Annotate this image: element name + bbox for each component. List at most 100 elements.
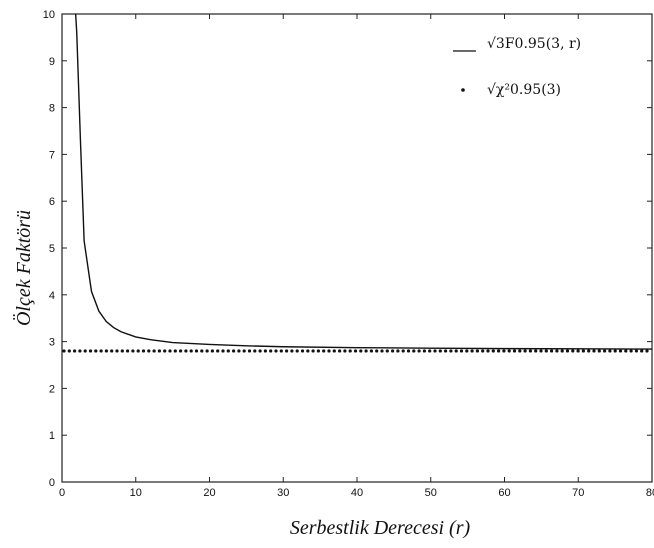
y-tick-label: 7	[49, 149, 55, 161]
chi-square-dot	[401, 349, 405, 353]
chi-square-dot	[94, 349, 98, 353]
chi-square-dot	[512, 349, 517, 353]
chi-square-dot	[581, 349, 586, 353]
chi-square-dot	[322, 349, 326, 353]
chi-square-dot	[634, 349, 639, 353]
x-tick-label: 20	[203, 487, 215, 499]
chi-square-dot	[290, 349, 294, 353]
y-tick-label: 5	[49, 243, 55, 255]
legend-label-f: √3F0.95(3, r)	[487, 36, 581, 52]
chi-square-dot	[459, 349, 464, 353]
chi-square-dot	[454, 349, 458, 353]
y-tick-label: 6	[49, 196, 55, 208]
chi-square-dot	[343, 349, 347, 353]
chi-square-dot	[518, 349, 522, 353]
y-tick-label: 8	[49, 103, 55, 115]
chi-square-dot	[364, 349, 368, 353]
chi-square-dot	[147, 349, 151, 353]
chi-square-dot	[189, 349, 193, 353]
chi-square-dot	[465, 349, 469, 353]
chi-square-dot	[269, 349, 273, 353]
chi-square-dot	[550, 349, 554, 353]
chi-square-dot	[497, 349, 501, 353]
chi-square-dot	[73, 349, 77, 353]
chi-square-dot	[62, 349, 66, 353]
chi-square-dot	[603, 349, 607, 353]
chi-square-dot	[571, 349, 575, 353]
chi-square-dot	[560, 349, 564, 353]
chi-square-dot	[475, 349, 479, 353]
x-tick-label: 40	[351, 487, 363, 499]
chi-square-dot	[131, 349, 135, 353]
chi-square-dot	[438, 349, 442, 353]
chi-square-dot	[194, 349, 199, 353]
legend-label-chi: √χ²0.95(3)	[487, 82, 561, 98]
x-tick-label: 10	[130, 487, 142, 499]
chi-square-dot	[502, 349, 506, 353]
chi-square-dot	[449, 349, 453, 353]
chi-square-dot	[640, 349, 644, 353]
chi-square-dot	[221, 349, 225, 353]
x-tick-label: 80	[646, 487, 654, 499]
chi-square-dot	[433, 349, 437, 353]
chi-square-dot	[544, 349, 548, 353]
chi-square-dot	[534, 349, 538, 353]
chi-square-dot	[67, 349, 71, 353]
chi-square-dot	[380, 349, 384, 353]
chi-square-dot	[396, 349, 400, 353]
chi-square-dot	[618, 349, 623, 353]
y-tick-label: 10	[43, 9, 55, 21]
chi-square-dot	[311, 349, 315, 353]
chi-square-dot	[507, 349, 511, 353]
chi-square-dot	[88, 349, 93, 353]
chi-square-dot	[184, 349, 188, 353]
series-line-f-distribution	[74, 13, 653, 350]
chi-square-dot	[295, 349, 299, 353]
chi-square-dot	[412, 349, 416, 353]
chi-square-dot	[539, 349, 543, 353]
chi-square-dot	[491, 349, 495, 353]
chi-square-dot	[306, 349, 310, 353]
chi-square-dot	[327, 349, 331, 353]
chi-square-dot	[242, 349, 246, 353]
chi-square-dot	[417, 349, 421, 353]
y-tick-label: 4	[49, 290, 55, 302]
chi-square-dot	[528, 349, 533, 353]
chi-square-dot	[523, 349, 527, 353]
chi-square-dot	[205, 349, 209, 353]
chi-square-dot	[115, 349, 119, 353]
chi-square-dot	[422, 349, 426, 353]
series-dots-chi-square	[62, 349, 649, 353]
legend-dot-swatch	[461, 88, 465, 92]
chi-square-dot	[338, 349, 342, 353]
chi-square-dot	[332, 349, 336, 353]
chi-square-dot	[179, 349, 183, 353]
x-tick-label: 50	[425, 487, 437, 499]
chi-square-dot	[428, 349, 432, 353]
chi-square-dot	[247, 349, 252, 353]
chi-square-dot	[624, 349, 628, 353]
chi-square-dot	[486, 349, 490, 353]
chi-square-dot	[173, 349, 177, 353]
chi-square-dot	[274, 349, 278, 353]
chi-square-dot	[285, 349, 289, 353]
chi-square-dot	[83, 349, 87, 353]
y-tick-label: 0	[49, 477, 55, 489]
x-tick-label: 70	[572, 487, 584, 499]
chi-square-dot	[597, 349, 601, 353]
chi-square-dot	[613, 349, 617, 353]
chi-square-dot	[565, 349, 570, 353]
y-axis-title: Ölçek Faktörü	[12, 210, 35, 326]
chi-square-dot	[157, 349, 161, 353]
chi-square-dot	[470, 349, 474, 353]
chi-square-dot	[369, 349, 373, 353]
y-axis-ticks: 0 1 2 3 4 5 6 7 8 9 10	[43, 9, 652, 489]
chi-square-dot	[104, 349, 108, 353]
chi-square-dot	[279, 349, 283, 353]
chi-square-dot	[216, 349, 220, 353]
x-tick-label: 60	[498, 487, 510, 499]
chi-square-dot	[258, 349, 262, 353]
chi-square-dot	[141, 349, 146, 353]
chi-square-dot	[253, 349, 257, 353]
chi-square-dot	[99, 349, 103, 353]
